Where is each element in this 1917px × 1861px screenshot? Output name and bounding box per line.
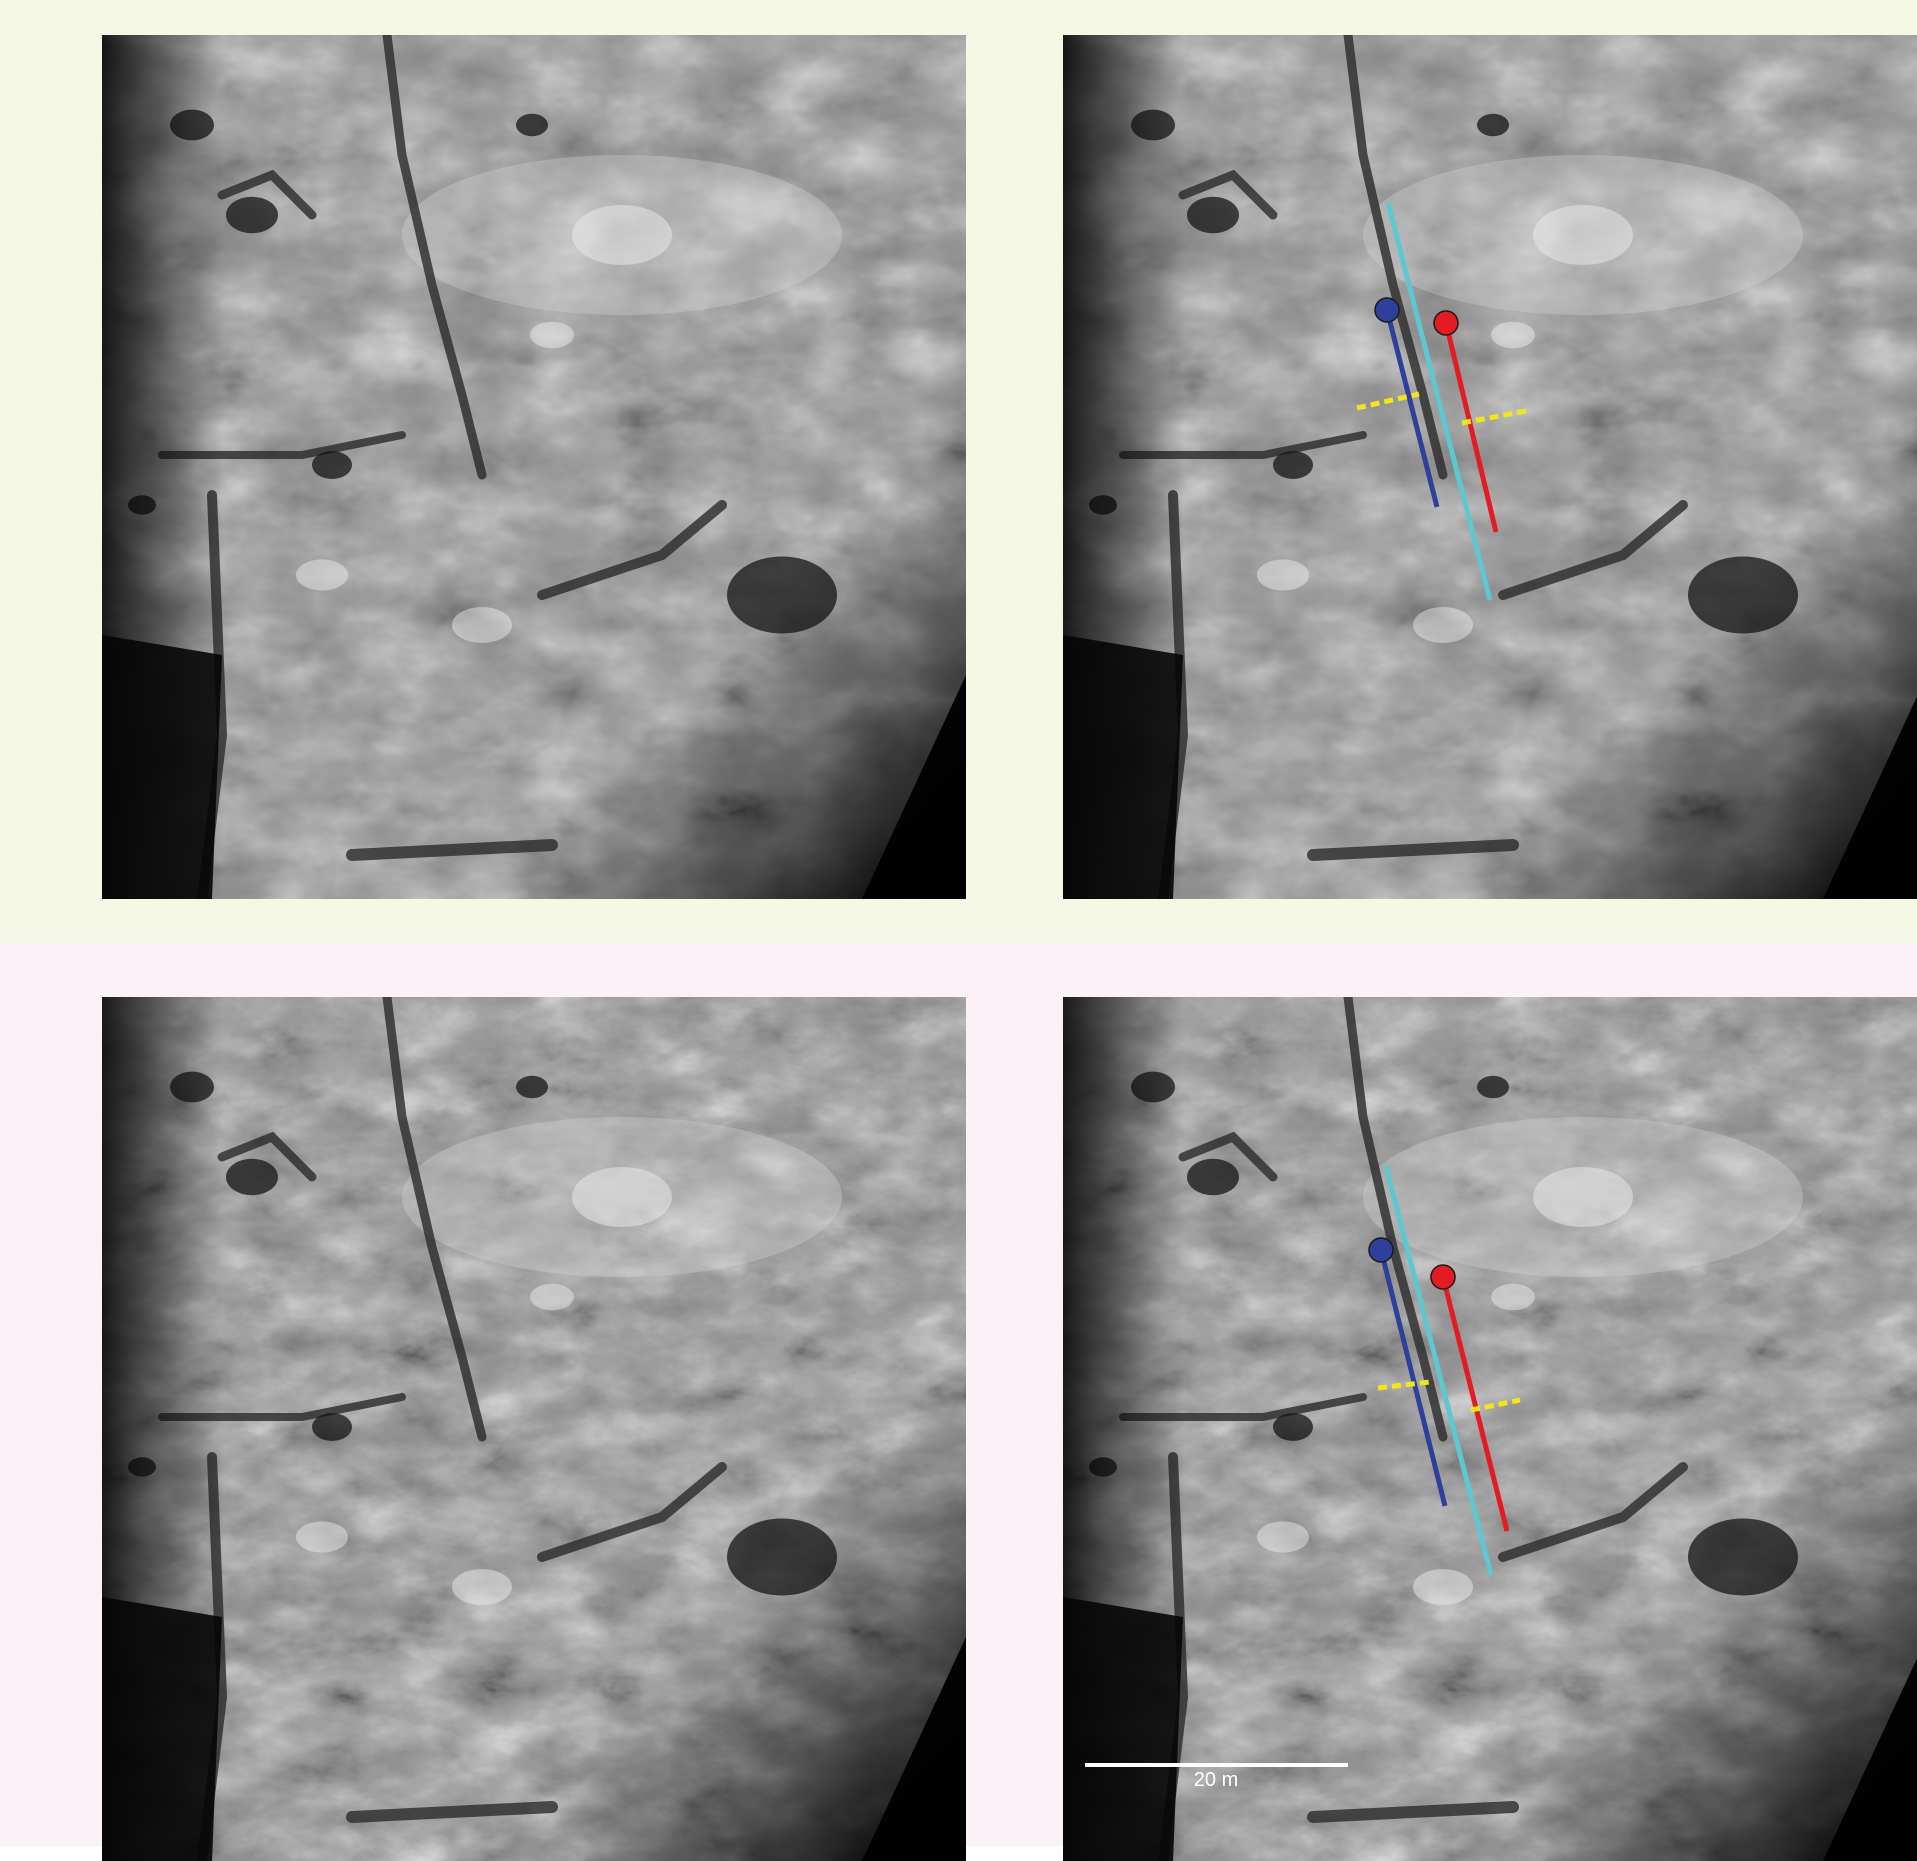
annotations-2012 xyxy=(1085,1165,1521,1767)
red-profile-marker xyxy=(1430,1264,1456,1290)
yellow-dashed-marker-right xyxy=(1470,1397,1521,1413)
yellow-dashed-marker-left xyxy=(1377,1379,1431,1391)
red-profile-marker xyxy=(1433,310,1459,336)
yellow-dashed-marker-left xyxy=(1356,391,1420,411)
scale-bar-label: 20 m xyxy=(1193,1769,1239,1791)
red-profile-line xyxy=(1443,322,1499,533)
cyan-reference-line xyxy=(1385,202,1493,601)
hillshade-image-2000-plain xyxy=(102,35,966,899)
blue-profile-marker xyxy=(1374,297,1400,323)
hillshade-image-2012-plain xyxy=(102,997,966,1861)
yellow-dashed-marker-right xyxy=(1461,408,1527,426)
blue-profile-line xyxy=(1378,1249,1448,1507)
cyan-reference-line xyxy=(1383,1165,1494,1576)
blue-profile-marker xyxy=(1368,1237,1394,1263)
hillshade-image-2000-annotated xyxy=(1063,35,1917,899)
red-profile-line xyxy=(1440,1276,1510,1532)
hillshade-image-2012-annotated: 20 m xyxy=(1063,997,1917,1861)
annotations-2000 xyxy=(1356,202,1527,601)
blue-profile-line xyxy=(1384,309,1440,508)
